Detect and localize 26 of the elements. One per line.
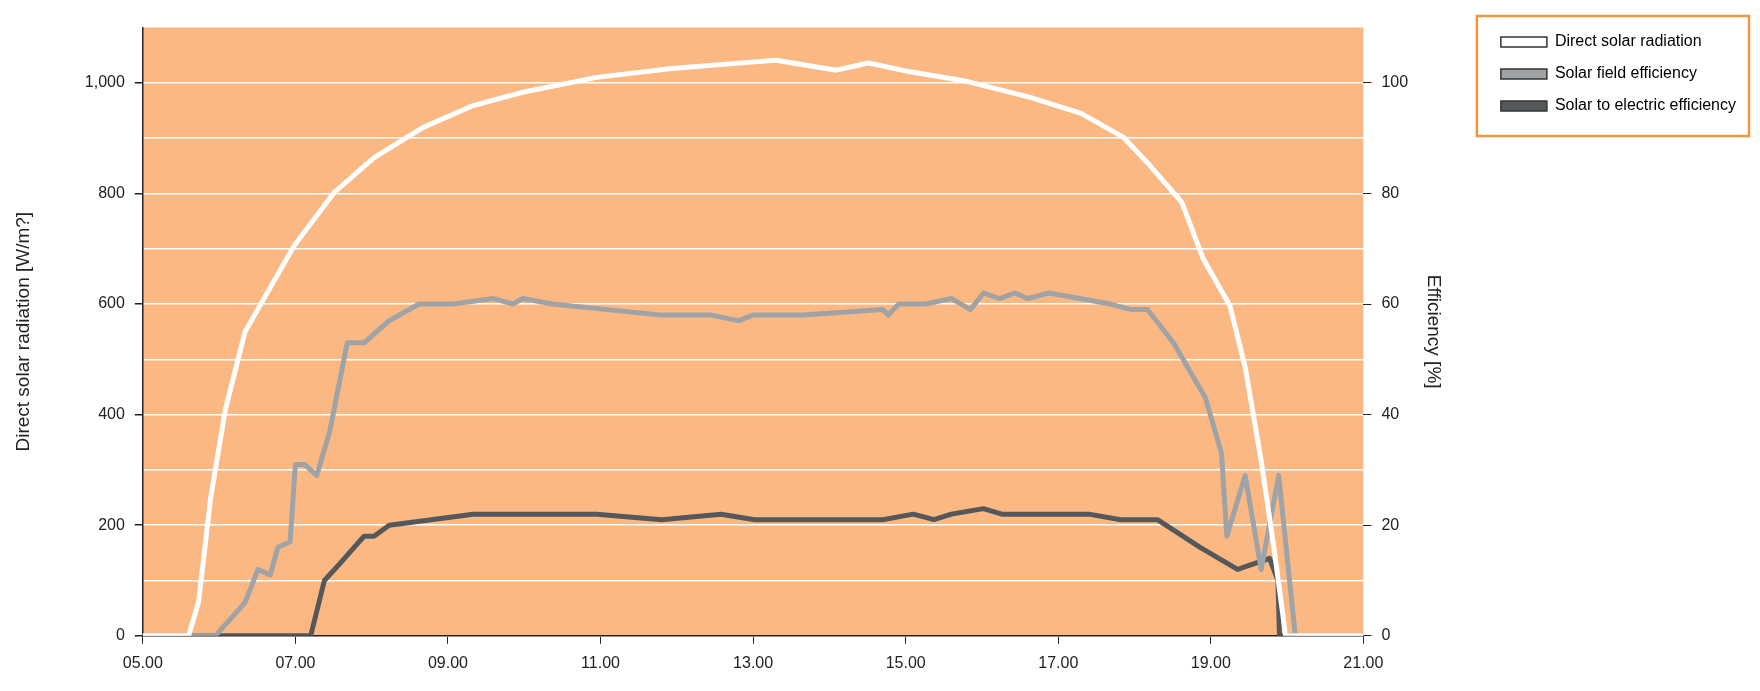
y2-tick-label: 20 bbox=[1381, 515, 1400, 533]
y-tick-label: 1,000 bbox=[84, 73, 125, 91]
y-tick-label: 800 bbox=[98, 183, 125, 201]
x-tick-label: 07.00 bbox=[275, 653, 316, 671]
y-tick-label: 600 bbox=[98, 294, 125, 312]
x-tick-label: 17.00 bbox=[1038, 653, 1079, 671]
y2-axis-title: Efficiency [%] bbox=[1424, 274, 1446, 389]
x-tick-label: 21.00 bbox=[1343, 653, 1384, 671]
x-tick-label: 11.00 bbox=[581, 653, 621, 671]
y2-tick-label: 100 bbox=[1381, 73, 1409, 91]
x-tick-label: 05.00 bbox=[122, 653, 163, 671]
x-tick-label: 15.00 bbox=[885, 653, 926, 671]
y2-tick-label: 0 bbox=[1381, 626, 1391, 644]
y2-tick-label: 40 bbox=[1381, 405, 1400, 423]
y-tick-label: 400 bbox=[98, 405, 125, 423]
y2-tick-label: 80 bbox=[1381, 183, 1400, 201]
y-tick-label: 0 bbox=[115, 626, 125, 644]
legend-label: Solar to electric efficiency bbox=[1554, 96, 1737, 114]
y2-tick-label: 60 bbox=[1381, 294, 1400, 312]
x-tick-label: 09.00 bbox=[427, 653, 469, 671]
x-tick-label: 19.00 bbox=[1190, 653, 1231, 671]
y-axis-title: Direct solar radiation [W/m?] bbox=[11, 211, 33, 452]
legend-label: Direct solar radiation bbox=[1554, 32, 1702, 50]
x-tick-label: 13.00 bbox=[733, 653, 774, 671]
y-tick-label: 200 bbox=[98, 515, 125, 533]
legend-label: Solar field efficiency bbox=[1554, 64, 1697, 82]
